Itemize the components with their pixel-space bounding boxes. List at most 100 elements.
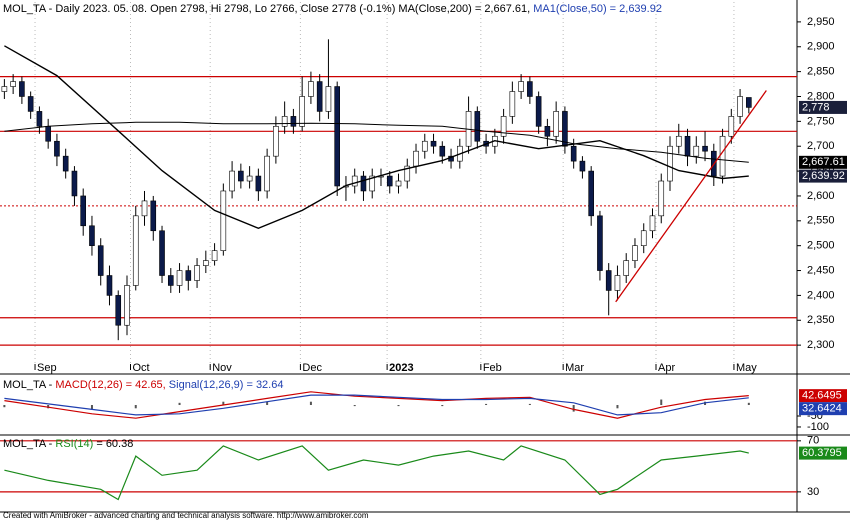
candle-body (211, 250, 218, 261)
candle-body (746, 97, 752, 108)
x-tick-label: Apr (658, 362, 675, 374)
candle-body (579, 160, 586, 172)
y-tick-label: 2,700 (807, 140, 835, 152)
candle-body (62, 155, 69, 172)
candle-body (238, 170, 244, 182)
y-tick-label: 2,500 (807, 240, 835, 252)
title-part: Signal(12,26,9) = 32.64 (169, 379, 284, 391)
candle-body (702, 145, 708, 152)
candle-body (605, 270, 612, 291)
value-box (799, 169, 847, 183)
candle-body (500, 116, 507, 137)
candle-body (19, 81, 25, 97)
y-tick-label: 2,800 (807, 90, 835, 102)
y-tick-label: 2,750 (807, 115, 835, 127)
candle-body (439, 145, 446, 157)
candle-body (413, 150, 419, 167)
candle-body (273, 126, 279, 157)
candle-body (675, 135, 682, 147)
histogram-bar (485, 403, 488, 406)
candle-body (553, 111, 559, 137)
value-box (799, 155, 847, 169)
candle-body (667, 145, 673, 182)
candle-body (535, 96, 542, 127)
candle-body (220, 190, 227, 251)
candle-body (430, 140, 437, 147)
candle-body (45, 126, 51, 142)
candle-body (141, 200, 148, 217)
candle-body (474, 111, 481, 142)
y-tick-label: -100 (807, 421, 829, 433)
candle-body (316, 81, 323, 112)
histogram-bar (3, 405, 6, 408)
candle-body (89, 225, 95, 246)
candle-body (325, 86, 332, 112)
candle-body (264, 155, 270, 192)
candle-body (640, 230, 647, 246)
y-tick-label: 2,850 (807, 66, 835, 78)
histogram-bar (309, 401, 312, 406)
candle-body (719, 135, 726, 177)
panel-title: MOL_TA - RSI(14) = 60.38 (3, 438, 133, 450)
y-tick-label: 2,600 (807, 190, 835, 202)
x-tick-label: Sep (37, 362, 57, 374)
histogram-bar (747, 402, 750, 406)
candle-body (124, 285, 130, 326)
title-part: MOL_TA - (3, 438, 55, 450)
candle-body (255, 175, 262, 192)
candle-body (54, 140, 60, 157)
candle-body (27, 96, 34, 112)
x-tick-label: Feb (483, 362, 502, 374)
value-box (799, 100, 847, 114)
x-tick-label: Oct (132, 362, 149, 374)
candle-body (518, 81, 524, 92)
histogram-bar (134, 405, 137, 409)
x-tick-label: 2023 (389, 362, 413, 374)
histogram-bar (441, 405, 444, 407)
candle-body (588, 170, 594, 217)
candle-body (404, 165, 411, 182)
candle-body (544, 126, 551, 137)
candle-body (527, 81, 533, 97)
histogram-bar (397, 405, 400, 407)
candle-body (10, 81, 16, 87)
x-tick-label: Dec (302, 362, 322, 374)
candle-body (115, 295, 122, 326)
candle-body (509, 91, 516, 117)
footer: Created with AmiBroker - advanced charti… (3, 511, 369, 520)
candle-body (360, 175, 367, 192)
histogram-bar (222, 401, 225, 406)
candle-body (246, 175, 253, 182)
indicator-line (4, 445, 749, 501)
value-box-label: 60.3795 (802, 447, 842, 459)
candle-body (80, 195, 87, 227)
candle-body (106, 275, 113, 296)
candle-body (176, 270, 183, 286)
y-tick-label: 30 (807, 486, 819, 498)
trendline (615, 90, 767, 303)
candle-body (421, 140, 428, 152)
histogram-bar (90, 405, 93, 410)
indicator-line (4, 394, 749, 416)
histogram-bar (572, 405, 575, 412)
candle-body (132, 215, 139, 286)
candle-body (570, 145, 577, 162)
candle-body (728, 116, 735, 137)
candle-body (194, 265, 200, 281)
candle-body (386, 175, 393, 187)
histogram-bar (660, 399, 663, 406)
histogram-bar (178, 402, 181, 406)
panel-title: MOL_TA - MACD(12,26) = 42.65, Signal(12,… (3, 379, 283, 391)
title-part: MOL_TA - (3, 379, 55, 391)
candle-body (632, 245, 638, 261)
candle-body (334, 86, 340, 187)
value-box (799, 402, 847, 416)
candle-body (597, 215, 603, 271)
candle-body (299, 96, 305, 127)
candle-body (36, 111, 43, 127)
histogram-bar (353, 405, 356, 407)
title-part: MOL_TA - Daily 2023. 05. 08. Open 2798, … (3, 3, 533, 15)
candle-body (150, 200, 157, 232)
candle-body (649, 215, 656, 232)
